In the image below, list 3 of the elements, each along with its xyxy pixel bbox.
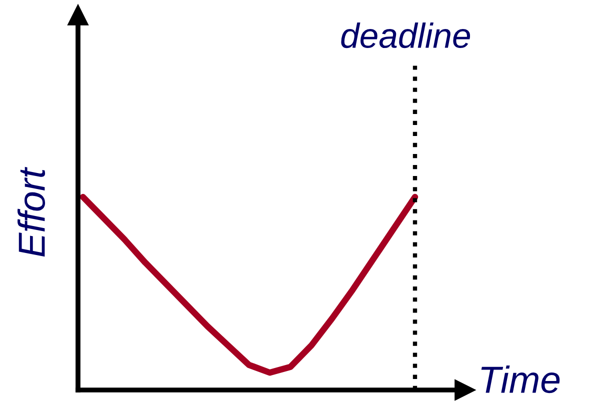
y-axis-title: Effort [18,166,46,257]
x-axis-title: Time [481,366,560,394]
text: deadline [341,22,470,48]
